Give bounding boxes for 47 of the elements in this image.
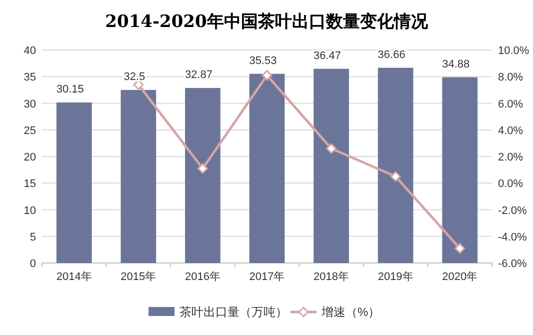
point: [326, 143, 337, 154]
y-tick-label: 20: [24, 152, 36, 164]
y-tick-label: 35: [24, 72, 36, 84]
y2-tick-label: 2.0%: [498, 152, 524, 164]
chart-title: 2014-2020年中国茶叶出口数量变化情况: [105, 12, 429, 32]
data-label: 32.87: [184, 68, 212, 81]
point: [454, 243, 466, 254]
y-tick-label: 30: [24, 98, 36, 110]
legend-label: 茶叶出口量（万吨）: [180, 305, 288, 319]
bar: [442, 77, 478, 263]
y-tick-label: 15: [24, 178, 36, 190]
bar: [249, 74, 285, 263]
y2-tick-label: 4.0%: [498, 124, 524, 137]
y-tick-label: 25: [24, 124, 36, 137]
y2-tick-label: 6.0%: [498, 98, 524, 110]
y2-tick-label: -4.0%: [498, 231, 527, 244]
x-tick-label: 2017年: [249, 271, 285, 283]
y-tick-label: 5: [30, 231, 36, 244]
bar: [185, 88, 220, 263]
data-label: 36.47: [314, 50, 342, 62]
y2-tick-label: 0.0%: [498, 178, 524, 190]
x-tick-label: 2019年: [378, 271, 414, 283]
point: [262, 70, 272, 81]
y-tick-label: 0: [30, 258, 36, 270]
bar: [314, 68, 349, 263]
y-tick-label: 40: [24, 45, 36, 57]
bar: [378, 68, 414, 263]
bar: [56, 102, 92, 263]
x-tick-label: 2015年: [120, 271, 156, 283]
legend-label: 增速（%）: [320, 305, 380, 319]
point: [197, 163, 208, 174]
x-tick-label: 2018年: [314, 271, 350, 283]
x-tick-label: 2020年: [442, 271, 478, 283]
y2-tick-label: -2.0%: [498, 204, 527, 217]
y2-tick-label: 8.0%: [498, 72, 524, 84]
y2-tick-label: -6.0%: [498, 258, 527, 270]
bar: [120, 90, 156, 263]
x-tick-label: 2016年: [184, 271, 220, 283]
y-tick-label: 10: [24, 204, 36, 217]
data-label: 32.5: [124, 70, 146, 83]
data-label: 30.15: [56, 83, 84, 96]
y2-tick-label: 10.0%: [498, 45, 530, 57]
data-label: 36.66: [378, 48, 406, 61]
data-label: 34.88: [442, 58, 470, 70]
x-tick-label: 2014年: [56, 271, 92, 283]
data-label: 35.53: [249, 54, 277, 67]
point: [390, 171, 401, 182]
